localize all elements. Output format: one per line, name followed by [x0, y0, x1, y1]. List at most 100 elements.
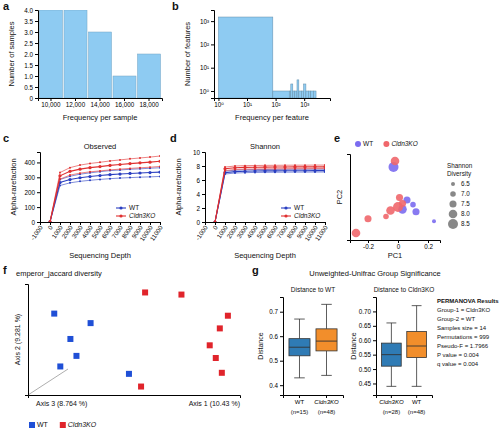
axis: [347, 155, 351, 241]
tick: 11000: [148, 222, 164, 242]
point: [412, 208, 419, 215]
tick: 0.60: [359, 337, 376, 344]
legend-label: WT: [294, 204, 304, 211]
tick: 10⁰: [214, 98, 224, 108]
legend-swatch: [60, 422, 66, 428]
marker: [264, 164, 266, 166]
marker: [79, 172, 81, 174]
tick-mark: [140, 222, 141, 225]
tick: 14,000: [90, 98, 110, 108]
tick: 10¹: [243, 98, 252, 108]
marker: [214, 221, 216, 222]
legend-swatch: [448, 219, 458, 229]
tick-mark: [315, 222, 316, 225]
point: [138, 384, 144, 390]
median: [316, 341, 337, 342]
bar: [297, 80, 299, 98]
tick-label: 3.5: [24, 18, 33, 25]
marker: [68, 178, 71, 181]
whisker: [299, 319, 300, 339]
point: [217, 325, 223, 331]
legend: WTCldn3KO: [281, 204, 320, 219]
marker: [129, 158, 131, 160]
tick: 10²: [272, 98, 281, 108]
tick-mark: [35, 65, 38, 66]
tick-label: 0: [31, 219, 35, 226]
bar: [291, 84, 293, 98]
tick: 10: [193, 149, 205, 156]
whisker-cap: [386, 386, 396, 387]
tick: 16,000: [115, 98, 135, 108]
marker: [284, 164, 286, 166]
tick-label: 10⁰: [214, 101, 224, 108]
marker: [234, 169, 236, 171]
marker: [109, 170, 111, 172]
annotation: Permutations = 999: [437, 334, 490, 340]
marker: [129, 167, 131, 169]
marker: [324, 168, 325, 170]
tick-mark: [275, 222, 276, 225]
axis: [25, 285, 29, 396]
marker: [109, 178, 111, 180]
legend-swatch: [119, 206, 122, 209]
legend-swatch: [284, 214, 287, 217]
marker: [129, 177, 131, 179]
tick-mark: [35, 76, 38, 77]
annotation: Group-2 = WT: [437, 316, 476, 322]
legend-swatch: [119, 214, 122, 217]
tick: 2: [196, 205, 205, 212]
marker: [304, 164, 306, 166]
marker: [79, 164, 81, 166]
marker: [224, 170, 226, 172]
tick-mark: [202, 208, 205, 209]
marker: [118, 163, 121, 166]
marker: [49, 221, 51, 222]
point: [67, 336, 73, 342]
marker: [109, 160, 111, 162]
median: [289, 347, 310, 348]
marker: [139, 176, 141, 178]
whisker-cap: [321, 375, 332, 376]
marker: [254, 169, 256, 171]
marker: [68, 170, 71, 173]
marker: [49, 221, 51, 222]
tick: 18,000: [139, 98, 159, 108]
bar: [137, 54, 160, 98]
point: [364, 215, 371, 222]
series-line: [50, 166, 160, 221]
axis-line: [35, 11, 39, 99]
tick-mark: [37, 192, 40, 193]
tick-label: 3.0: [24, 29, 33, 36]
tick-label: Cldn3KO: [314, 399, 339, 405]
marker: [128, 162, 131, 165]
whisker-cap: [294, 319, 305, 320]
axis-title: Number of samples: [7, 21, 16, 86]
marker: [294, 171, 296, 173]
marker: [304, 168, 306, 170]
bar: [293, 91, 295, 98]
marker: [59, 178, 61, 180]
box: [316, 329, 337, 351]
legend-label: 7.5: [461, 200, 470, 207]
whisker-cap: [321, 304, 332, 305]
marker: [224, 166, 226, 168]
marker: [159, 165, 160, 167]
series-line: [50, 156, 160, 222]
tick-mark: [416, 395, 417, 398]
tick-label: 10³: [300, 101, 309, 108]
point: [51, 311, 57, 317]
tick-mark: [202, 194, 205, 195]
tick-label: 0.5: [24, 84, 33, 91]
tick: 200: [24, 189, 40, 196]
tick-mark: [280, 312, 283, 313]
plot-area: [352, 157, 436, 237]
marker: [264, 169, 266, 171]
tick: 10³: [300, 98, 309, 108]
marker: [159, 155, 160, 157]
marker: [294, 168, 296, 170]
tick-label: 11000: [313, 224, 329, 242]
tick: 1.0: [24, 73, 38, 80]
subtitle: Distance to WT: [291, 286, 335, 293]
tick-mark: [35, 87, 38, 88]
whisker: [416, 306, 417, 332]
